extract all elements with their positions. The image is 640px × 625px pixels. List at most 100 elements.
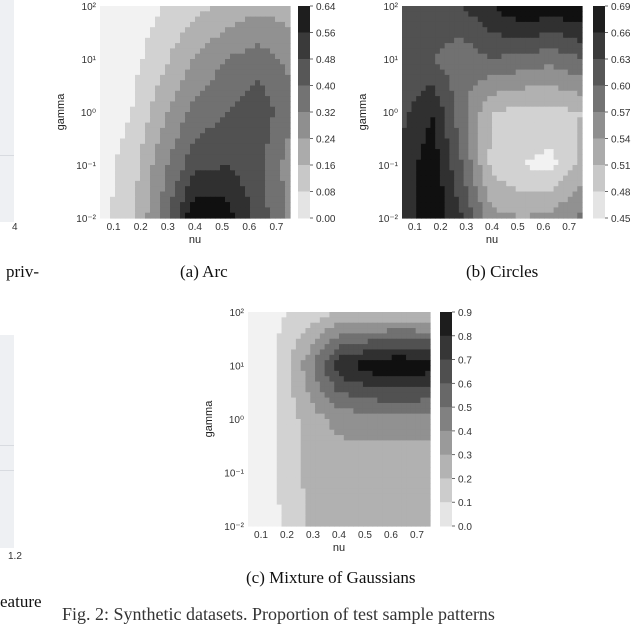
heatmap-cell (145, 154, 151, 161)
heatmap-cell (262, 312, 268, 318)
heatmap-cell (529, 207, 536, 214)
heatmap-cell (477, 90, 484, 97)
heatmap-cell (310, 488, 316, 495)
heatmap-cell (558, 159, 564, 166)
heatmap-cell (529, 96, 536, 102)
heatmap-cell (205, 27, 211, 34)
heatmap-cell (377, 461, 383, 468)
heatmap-cell (348, 328, 354, 334)
heatmap-cell (396, 354, 402, 361)
heatmap-cell (411, 64, 417, 71)
heatmap-cell (220, 196, 226, 203)
heatmap-cell (275, 170, 281, 177)
heatmap-cell (406, 32, 413, 39)
heatmap-cell (477, 138, 484, 145)
heatmap-cell (200, 143, 206, 150)
heatmap-cell (205, 191, 211, 198)
colorbar-tick-label: 0.32 (316, 108, 336, 119)
heatmap-cell (420, 328, 426, 334)
heatmap-cell (473, 112, 479, 118)
heatmap-cell (150, 74, 156, 81)
heatmap-cell (506, 101, 512, 108)
heatmap-cell (348, 493, 354, 500)
heatmap-cell (271, 445, 278, 452)
heatmap-cell (315, 419, 321, 425)
heatmap-cell (240, 159, 246, 166)
heatmap-cell (125, 127, 131, 134)
heatmap-cell (577, 165, 583, 171)
colorbar-tick-label: 0.45 (611, 214, 631, 225)
heatmap-cell (260, 138, 266, 145)
heatmap-cell (235, 64, 241, 71)
heatmap-cell (100, 117, 106, 124)
heatmap-cell (520, 69, 526, 76)
heatmap-cell (339, 344, 345, 351)
colorbar-tick-label: 0.51 (611, 161, 631, 172)
heatmap-cell (444, 202, 450, 208)
heatmap-cell (170, 43, 176, 49)
heatmap-cell (567, 6, 574, 12)
heatmap-cell (145, 117, 151, 124)
heatmap-cell (548, 16, 555, 23)
heatmap-cell (155, 159, 161, 166)
heatmap-cell (270, 207, 276, 214)
heatmap-cell (396, 333, 402, 340)
heatmap-cell (319, 370, 326, 377)
heatmap-cell (210, 64, 216, 71)
heatmap-cell (270, 212, 276, 219)
heatmap-cell (515, 21, 522, 28)
heatmap-cell (362, 456, 369, 463)
heatmap-cell (110, 11, 116, 18)
heatmap-cell (402, 32, 408, 39)
heatmap-cell (406, 344, 412, 351)
heatmap-cell (324, 499, 331, 506)
heatmap-cell (271, 349, 278, 356)
heatmap-cell (477, 80, 484, 87)
heatmap-cell (501, 196, 507, 203)
heatmap-cell (339, 386, 345, 393)
heatmap-cell (353, 354, 359, 361)
heatmap-cell (135, 202, 141, 208)
heatmap-cell (468, 90, 474, 97)
heatmap-cell (160, 85, 166, 92)
heatmap-cell (265, 106, 271, 113)
heatmap-cell (449, 53, 455, 60)
heatmap-cell (382, 515, 388, 522)
heatmap-cell (230, 212, 236, 219)
heatmap-cell (544, 101, 550, 108)
heatmap-cell (110, 6, 116, 12)
heatmap-cell (539, 16, 545, 23)
heatmap-cell (270, 196, 276, 203)
heatmap-cell (110, 207, 116, 214)
heatmap-cell (430, 21, 436, 28)
heatmap-cell (577, 43, 583, 49)
heatmap-cell (125, 80, 131, 87)
heatmap-cell (286, 472, 292, 479)
heatmap-cell (329, 408, 335, 415)
heatmap-cell (175, 122, 181, 129)
heatmap-cell (150, 85, 156, 92)
heatmap-cell (473, 170, 479, 177)
heatmap-cell (487, 32, 493, 39)
heatmap-cell (140, 117, 146, 124)
heatmap-cell (155, 106, 161, 113)
heatmap-cell (386, 520, 393, 527)
heatmap-cell (420, 69, 427, 76)
heatmap-cell (190, 96, 196, 102)
heatmap-cell (334, 349, 340, 356)
heatmap-cell (572, 117, 578, 124)
heatmap-cell (401, 413, 407, 420)
heatmap-cell (315, 461, 321, 468)
heatmap-cell (280, 112, 286, 118)
heatmap-cell (230, 43, 236, 49)
heatmap-cell (205, 90, 211, 97)
heatmap-cell (343, 338, 350, 345)
heatmap-cell (210, 127, 216, 134)
heatmap-cell (501, 106, 507, 113)
heatmap-cell (501, 154, 507, 161)
heatmap-cell (248, 354, 254, 361)
heatmap-cell (339, 424, 345, 431)
heatmap-cell (548, 48, 555, 55)
heatmap-cell (310, 312, 316, 318)
heatmap-cell (377, 451, 383, 458)
